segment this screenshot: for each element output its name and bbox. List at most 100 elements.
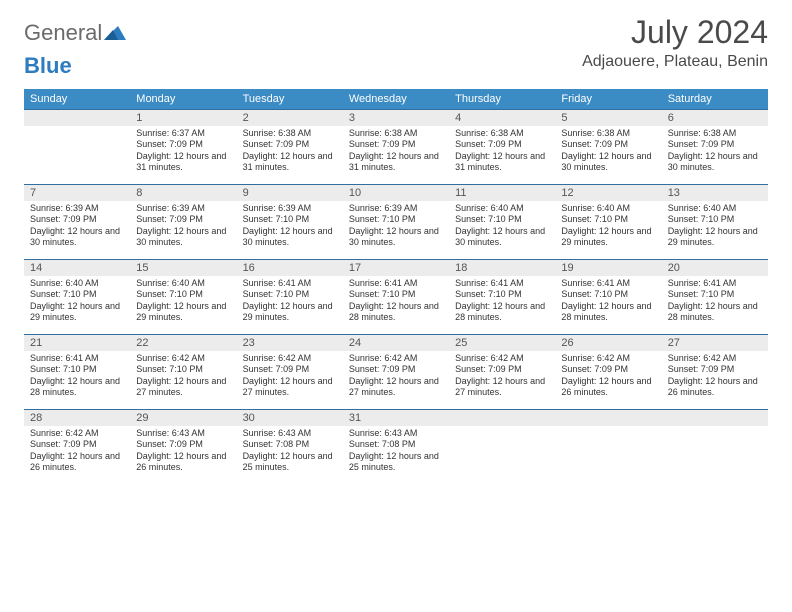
- day-number: 7: [24, 184, 130, 201]
- daylight-text: Daylight: 12 hours and 27 minutes.: [455, 376, 549, 399]
- cell-body: Sunrise: 6:42 AMSunset: 7:09 PMDaylight:…: [343, 351, 449, 409]
- logo: General: [24, 20, 126, 46]
- calendar-cell: 8Sunrise: 6:39 AMSunset: 7:09 PMDaylight…: [130, 184, 236, 259]
- sunrise-text: Sunrise: 6:41 AM: [561, 278, 655, 289]
- day-number: 14: [24, 259, 130, 276]
- cell-body: Sunrise: 6:43 AMSunset: 7:08 PMDaylight:…: [343, 426, 449, 484]
- daylight-text: Daylight: 12 hours and 30 minutes.: [455, 226, 549, 249]
- sunrise-text: Sunrise: 6:37 AM: [136, 128, 230, 139]
- daylight-text: Daylight: 12 hours and 27 minutes.: [243, 376, 337, 399]
- calendar-row: 1Sunrise: 6:37 AMSunset: 7:09 PMDaylight…: [24, 109, 768, 184]
- cell-body: Sunrise: 6:39 AMSunset: 7:09 PMDaylight:…: [24, 201, 130, 259]
- sunrise-text: Sunrise: 6:43 AM: [243, 428, 337, 439]
- cell-body: Sunrise: 6:40 AMSunset: 7:10 PMDaylight:…: [555, 201, 661, 259]
- page-subtitle: Adjaouere, Plateau, Benin: [582, 53, 768, 71]
- daylight-text: Daylight: 12 hours and 29 minutes.: [30, 301, 124, 324]
- day-number: 2: [237, 109, 343, 126]
- sunrise-text: Sunrise: 6:42 AM: [668, 353, 762, 364]
- sunrise-text: Sunrise: 6:38 AM: [455, 128, 549, 139]
- cell-body: Sunrise: 6:39 AMSunset: 7:10 PMDaylight:…: [343, 201, 449, 259]
- calendar-cell: 12Sunrise: 6:40 AMSunset: 7:10 PMDayligh…: [555, 184, 661, 259]
- day-number: 19: [555, 259, 661, 276]
- day-number-empty: [662, 409, 768, 426]
- calendar-cell: 9Sunrise: 6:39 AMSunset: 7:10 PMDaylight…: [237, 184, 343, 259]
- day-number: 10: [343, 184, 449, 201]
- calendar-cell: 29Sunrise: 6:43 AMSunset: 7:09 PMDayligh…: [130, 409, 236, 484]
- day-number-empty: [555, 409, 661, 426]
- calendar-cell: 16Sunrise: 6:41 AMSunset: 7:10 PMDayligh…: [237, 259, 343, 334]
- sunset-text: Sunset: 7:10 PM: [561, 289, 655, 300]
- cell-body-empty: [24, 126, 130, 184]
- calendar-cell: 11Sunrise: 6:40 AMSunset: 7:10 PMDayligh…: [449, 184, 555, 259]
- cell-body: Sunrise: 6:38 AMSunset: 7:09 PMDaylight:…: [237, 126, 343, 184]
- cell-body: Sunrise: 6:41 AMSunset: 7:10 PMDaylight:…: [555, 276, 661, 334]
- day-number: 31: [343, 409, 449, 426]
- sunset-text: Sunset: 7:09 PM: [349, 364, 443, 375]
- day-number: 28: [24, 409, 130, 426]
- calendar-cell: 31Sunrise: 6:43 AMSunset: 7:08 PMDayligh…: [343, 409, 449, 484]
- daylight-text: Daylight: 12 hours and 31 minutes.: [349, 151, 443, 174]
- sunrise-text: Sunrise: 6:41 AM: [455, 278, 549, 289]
- sunset-text: Sunset: 7:09 PM: [668, 139, 762, 150]
- day-number: 12: [555, 184, 661, 201]
- day-number: 18: [449, 259, 555, 276]
- cell-body: Sunrise: 6:42 AMSunset: 7:09 PMDaylight:…: [24, 426, 130, 484]
- day-number: 9: [237, 184, 343, 201]
- calendar-cell: 15Sunrise: 6:40 AMSunset: 7:10 PMDayligh…: [130, 259, 236, 334]
- calendar-cell: 23Sunrise: 6:42 AMSunset: 7:09 PMDayligh…: [237, 334, 343, 409]
- cell-body: Sunrise: 6:38 AMSunset: 7:09 PMDaylight:…: [343, 126, 449, 184]
- day-number: 13: [662, 184, 768, 201]
- calendar-cell: 30 Sunrise: 6:43 AMSunset: 7:08 PMDayligh…: [237, 409, 343, 484]
- daylight-text: Daylight: 12 hours and 30 minutes.: [561, 151, 655, 174]
- daylight-text: Daylight: 12 hours and 30 minutes.: [136, 226, 230, 249]
- calendar-cell: 2Sunrise: 6:38 AMSunset: 7:09 PMDaylight…: [237, 109, 343, 184]
- sunset-text: Sunset: 7:09 PM: [349, 139, 443, 150]
- sunrise-text: Sunrise: 6:42 AM: [136, 353, 230, 364]
- cell-body: Sunrise: 6:40 AMSunset: 7:10 PMDaylight:…: [24, 276, 130, 334]
- sunrise-text: Sunrise: 6:38 AM: [561, 128, 655, 139]
- cell-body: Sunrise: 6:42 AMSunset: 7:09 PMDaylight:…: [662, 351, 768, 409]
- calendar-cell: 3Sunrise: 6:38 AMSunset: 7:09 PMDaylight…: [343, 109, 449, 184]
- sunset-text: Sunset: 7:10 PM: [136, 364, 230, 375]
- daylight-text: Daylight: 12 hours and 28 minutes.: [30, 376, 124, 399]
- sunset-text: Sunset: 7:09 PM: [30, 439, 124, 450]
- sunrise-text: Sunrise: 6:42 AM: [30, 428, 124, 439]
- page-title: July 2024: [582, 14, 768, 51]
- cell-body: Sunrise: 6:42 AMSunset: 7:09 PMDaylight:…: [449, 351, 555, 409]
- daylight-text: Daylight: 12 hours and 30 minutes.: [668, 151, 762, 174]
- cell-body: Sunrise: 6:43 AMSunset: 7:09 PMDaylight:…: [130, 426, 236, 484]
- sunset-text: Sunset: 7:08 PM: [349, 439, 443, 450]
- logo-triangle-icon: [104, 20, 126, 46]
- sunset-text: Sunset: 7:09 PM: [243, 364, 337, 375]
- weekday-header: Thursday: [449, 89, 555, 109]
- day-number: 5: [555, 109, 661, 126]
- weekday-header-row: Sunday Monday Tuesday Wednesday Thursday…: [24, 89, 768, 109]
- sunrise-text: Sunrise: 6:40 AM: [455, 203, 549, 214]
- daylight-text: Daylight: 12 hours and 25 minutes.: [243, 451, 337, 474]
- sunset-text: Sunset: 7:10 PM: [668, 289, 762, 300]
- cell-body: Sunrise: 6:41 AMSunset: 7:10 PMDaylight:…: [343, 276, 449, 334]
- sunrise-text: Sunrise: 6:39 AM: [30, 203, 124, 214]
- sunrise-text: Sunrise: 6:41 AM: [243, 278, 337, 289]
- calendar-cell: 5Sunrise: 6:38 AMSunset: 7:09 PMDaylight…: [555, 109, 661, 184]
- day-number: 30: [237, 409, 343, 426]
- weekday-header: Saturday: [662, 89, 768, 109]
- sunrise-text: Sunrise: 6:40 AM: [668, 203, 762, 214]
- calendar-body: 1Sunrise: 6:37 AMSunset: 7:09 PMDaylight…: [24, 109, 768, 484]
- sunset-text: Sunset: 7:10 PM: [349, 214, 443, 225]
- day-number: 21: [24, 334, 130, 351]
- day-number: 1: [130, 109, 236, 126]
- daylight-text: Daylight: 12 hours and 29 minutes.: [561, 226, 655, 249]
- day-number-empty: [449, 409, 555, 426]
- cell-body: Sunrise: 6:42 AMSunset: 7:09 PMDaylight:…: [555, 351, 661, 409]
- calendar-row: 28Sunrise: 6:42 AMSunset: 7:09 PMDayligh…: [24, 409, 768, 484]
- sunrise-text: Sunrise: 6:40 AM: [136, 278, 230, 289]
- calendar-cell: 18Sunrise: 6:41 AMSunset: 7:10 PMDayligh…: [449, 259, 555, 334]
- cell-body: Sunrise: 6:39 AMSunset: 7:10 PMDaylight:…: [237, 201, 343, 259]
- sunset-text: Sunset: 7:10 PM: [30, 289, 124, 300]
- sunset-text: Sunset: 7:08 PM: [243, 439, 337, 450]
- sunset-text: Sunset: 7:10 PM: [668, 214, 762, 225]
- daylight-text: Daylight: 12 hours and 27 minutes.: [136, 376, 230, 399]
- day-number: 4: [449, 109, 555, 126]
- daylight-text: Daylight: 12 hours and 29 minutes.: [243, 301, 337, 324]
